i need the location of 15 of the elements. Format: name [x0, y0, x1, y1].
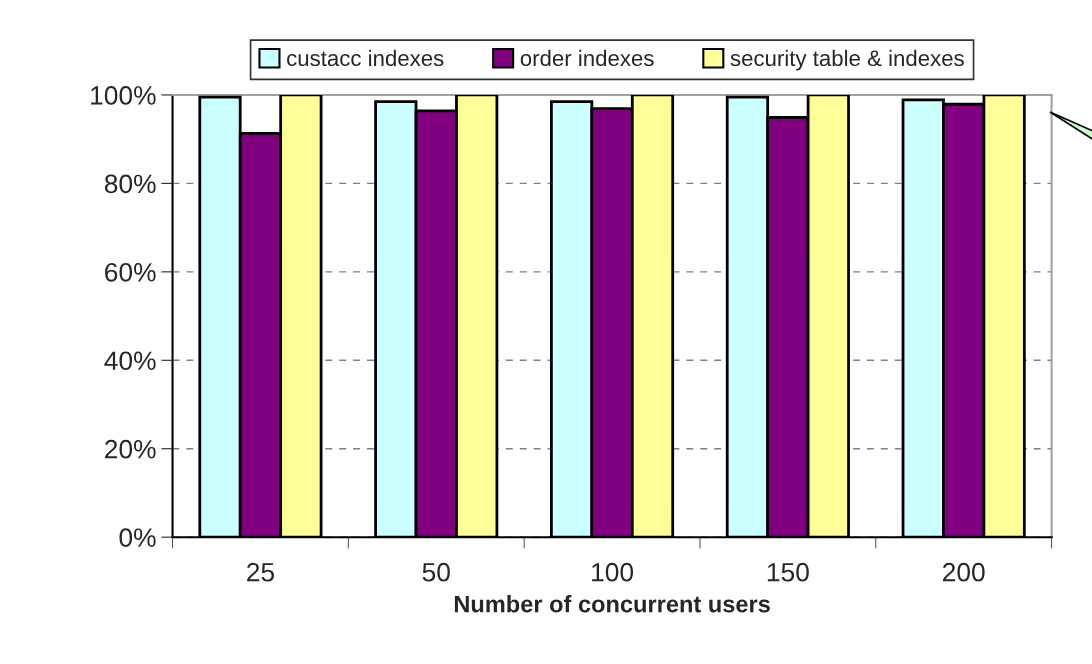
- x-tick-label: 100: [592, 562, 634, 582]
- y-tick-label: 100%: [91, 86, 156, 105]
- legend-label: order indexes: [520, 49, 654, 67]
- legend-label: security table & indexes: [730, 49, 964, 71]
- x-tick-label: 25: [247, 562, 275, 582]
- y-tick-label: 20%: [105, 439, 156, 459]
- x-tick-label: 200: [943, 562, 985, 582]
- x-axis-title: Number of concurrent users: [454, 595, 770, 613]
- y-tick-label: 60%: [105, 262, 156, 282]
- y-tick-label: 80%: [104, 174, 156, 194]
- y-tick-label: 0%: [119, 528, 156, 547]
- y-tick-label: 40%: [104, 351, 156, 371]
- x-tick-label: 150: [767, 562, 809, 582]
- x-tick-label: 50: [422, 562, 450, 582]
- legend-label: custacc indexes: [287, 49, 444, 67]
